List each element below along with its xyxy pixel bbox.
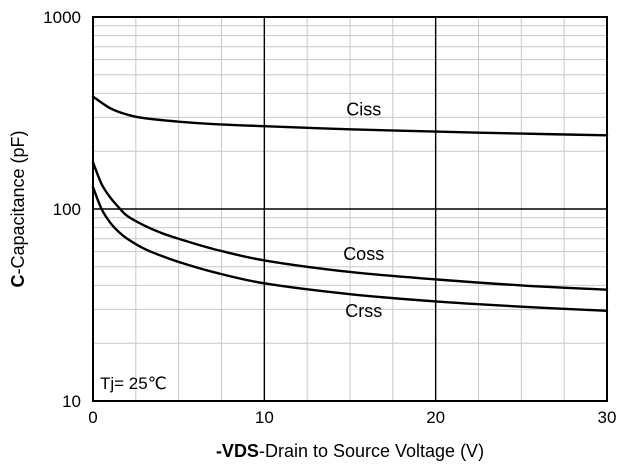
plot-frame xyxy=(92,16,608,402)
series-line-coss xyxy=(91,161,609,291)
series-label-coss: Coss xyxy=(343,244,384,264)
y-tick-label: 100 xyxy=(53,200,81,219)
series-label-crss: Crss xyxy=(345,301,382,321)
minor-grid xyxy=(93,17,607,401)
x-tick-label: 30 xyxy=(598,408,617,427)
x-axis-title-bold: -VDS xyxy=(216,441,259,461)
y-axis-title-bold: C xyxy=(8,275,28,288)
y-tick-label: 10 xyxy=(62,392,81,411)
series-line-ciss xyxy=(91,95,609,137)
series-label-ciss: Ciss xyxy=(346,99,381,119)
x-tick-label: 20 xyxy=(426,408,445,427)
x-tick-labels: 0 10 20 30 xyxy=(88,408,616,427)
y-tick-labels: 10 100 1000 xyxy=(43,8,81,411)
y-axis-title: C-Capacitance (pF) xyxy=(8,130,28,287)
x-tick-label: 0 xyxy=(88,408,97,427)
series-line-crss xyxy=(91,185,609,312)
y-tick-label: 1000 xyxy=(43,8,81,27)
x-axis-title-rest: -Drain to Source Voltage (V) xyxy=(259,441,484,461)
y-axis-title-rest: -Capacitance (pF) xyxy=(8,130,28,274)
x-tick-label: 10 xyxy=(255,408,274,427)
x-axis-title: -VDS-Drain to Source Voltage (V) xyxy=(216,441,484,461)
series-labels: Ciss Coss Crss xyxy=(343,99,384,321)
major-grid xyxy=(93,17,607,401)
temperature-annotation: Tj= 25℃ xyxy=(100,374,167,393)
series-lines xyxy=(91,95,609,312)
